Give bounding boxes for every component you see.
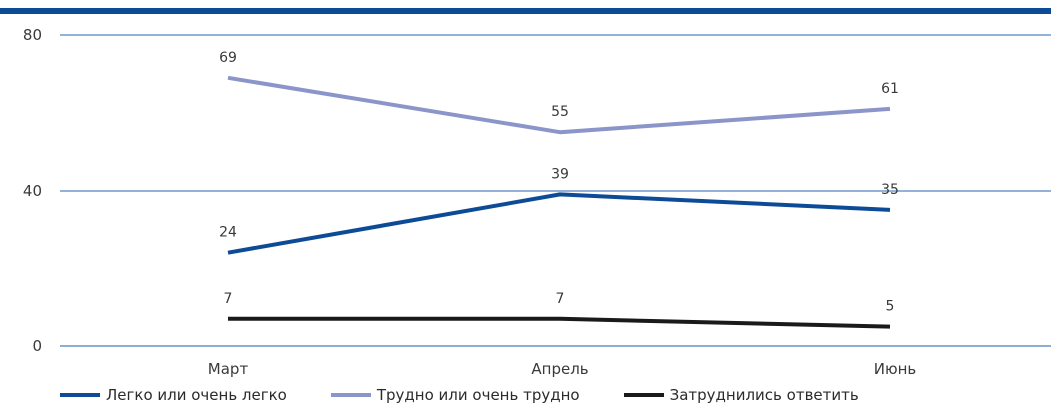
y-tick-label-0: 0 (32, 337, 42, 355)
data-label-easy-2: 35 (881, 182, 899, 198)
x-tick-label-june: Июнь (874, 360, 917, 378)
data-label-hard-0: 69 (219, 50, 237, 66)
legend-label-hard: Трудно или очень трудно (376, 386, 580, 404)
data-label-undecided-0: 7 (224, 291, 233, 307)
legend-swatch-hard (330, 393, 371, 397)
y-tick-label-80: 80 (23, 26, 42, 44)
legend-item-easy: Легко или очень легко (60, 386, 287, 404)
x-tick-label-april: Апрель (531, 360, 588, 378)
data-label-undecided-2: 5 (886, 299, 895, 315)
series-line-easy (227, 192, 891, 255)
data-label-hard-2: 61 (881, 81, 899, 97)
data-label-easy-1: 39 (551, 166, 569, 182)
data-label-hard-1: 55 (551, 104, 569, 120)
legend-swatch-undecided (623, 393, 664, 397)
data-label-undecided-1: 7 (556, 291, 565, 307)
series-line-undecided (228, 316, 891, 329)
legend-item-undecided: Затруднились ответить (623, 386, 859, 404)
top-bar (0, 8, 1051, 14)
legend-item-hard: Трудно или очень трудно (330, 386, 580, 404)
legend-label-undecided: Затруднились ответить (669, 386, 859, 404)
y-tick-label-40: 40 (23, 182, 42, 200)
legend: Легко или очень легко Трудно или очень т… (60, 384, 903, 406)
x-tick-label-march: Март (208, 360, 249, 378)
legend-label-easy: Легко или очень легко (106, 386, 287, 404)
data-label-easy-0: 24 (219, 225, 237, 241)
series-layer: 24 39 35 69 55 61 7 7 5 (219, 50, 899, 329)
legend-swatch-easy (60, 393, 100, 397)
series-line-hard (227, 75, 891, 135)
